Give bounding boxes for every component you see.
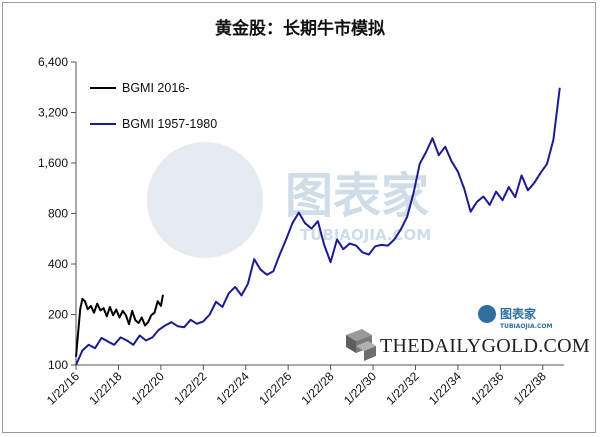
x-tick-label: 1/22/38: [511, 369, 549, 407]
small-logo-head-icon: [478, 305, 496, 323]
thedailygold-brand: THEDAILYGOLD.COM: [346, 329, 590, 361]
x-tick-label: 1/22/18: [86, 369, 124, 407]
y-tick-label: 200: [48, 308, 68, 322]
small-logo: 图表家 TUBIAOJIA.COM: [478, 305, 553, 330]
small-logo-en: TUBIAOJIA.COM: [500, 323, 553, 330]
small-logo-cn: 图表家: [500, 306, 537, 321]
x-tick-label: 1/22/16: [44, 369, 82, 407]
y-tick-label: 800: [48, 207, 68, 221]
legend: BGMI 2016- BGMI 1957-1980: [90, 81, 217, 131]
chart-title: 黄金股：长期牛市模拟: [215, 19, 385, 39]
legend-label-bgmi-1957: BGMI 1957-1980: [122, 117, 217, 131]
legend-label-bgmi-2016: BGMI 2016-: [122, 81, 189, 95]
background-watermark: 图表家 TUBIAOJIA.COM: [147, 142, 431, 258]
y-tick-label: 400: [48, 257, 68, 271]
x-tick-label: 1/22/32: [383, 369, 421, 407]
gold-bars-icon: [346, 329, 376, 361]
y-tick-label: 3,200: [38, 106, 68, 120]
series-group: [75, 87, 561, 366]
y-tick-label: 6,400: [38, 55, 68, 69]
x-ticks: 1/22/16 1/22/18 1/22/20 1/22/22 1/22/24 1/22/…: [44, 365, 549, 407]
brand-name: THEDAILYGOLD.COM: [380, 335, 590, 357]
series-line-bgmi-2016: [75, 294, 164, 357]
x-tick-label: 1/22/20: [129, 369, 167, 407]
chart-frame: [2, 2, 596, 433]
x-tick-label: 1/22/36: [468, 369, 506, 407]
watermark-big-en: TUBIAOJIA.COM: [300, 226, 431, 244]
x-tick-label: 1/22/28: [299, 369, 337, 407]
y-tick-label: 1,600: [38, 156, 68, 170]
y-tick-label: 100: [48, 358, 68, 372]
y-ticks: 100 200 400 800 1,600 3,200 6,400: [38, 55, 76, 372]
x-tick-label: 1/22/30: [341, 369, 379, 407]
watermark-big-cn: 图表家: [285, 168, 429, 224]
x-tick-label: 1/22/26: [256, 369, 294, 407]
x-tick-label: 1/22/34: [426, 369, 464, 407]
x-tick-label: 1/22/24: [214, 369, 252, 407]
watermark-head-icon: [147, 142, 263, 258]
series-line-bgmi-1957-1980: [75, 87, 561, 366]
x-tick-label: 1/22/22: [171, 369, 209, 407]
